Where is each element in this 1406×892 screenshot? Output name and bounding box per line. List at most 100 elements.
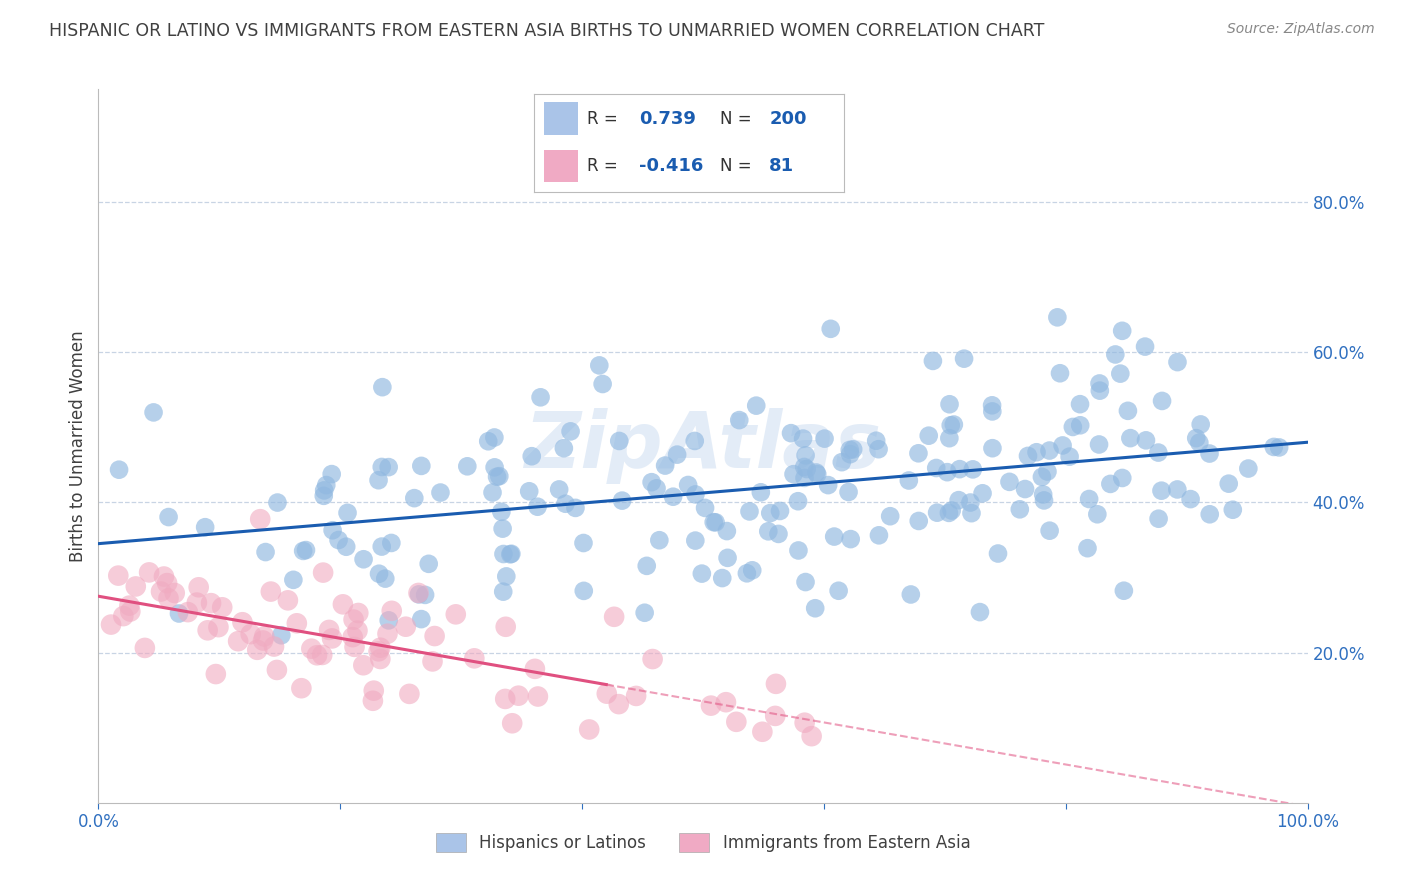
Point: [806, 466, 828, 480]
Text: R =: R =: [586, 110, 617, 128]
Point: [941, 503, 963, 517]
Point: [1188, 435, 1211, 450]
Point: [422, 655, 444, 669]
Point: [1133, 340, 1156, 354]
Point: [1099, 476, 1122, 491]
Point: [1038, 443, 1060, 458]
Point: [607, 697, 630, 711]
Point: [907, 446, 929, 460]
Point: [1069, 418, 1091, 433]
Point: [793, 715, 815, 730]
Point: [371, 460, 394, 475]
Point: [1031, 470, 1053, 484]
Point: [1088, 437, 1111, 451]
Point: [418, 557, 440, 571]
Point: [527, 690, 550, 704]
Point: [1078, 491, 1101, 506]
Point: [793, 460, 815, 475]
Point: [949, 462, 972, 476]
Point: [484, 430, 506, 444]
Point: [395, 620, 418, 634]
Point: [322, 523, 344, 537]
Point: [312, 566, 335, 580]
Point: [703, 515, 725, 529]
Point: [838, 485, 860, 500]
Point: [1062, 420, 1084, 434]
Point: [813, 432, 835, 446]
Text: -0.416: -0.416: [640, 157, 704, 175]
Point: [1263, 440, 1285, 454]
Point: [1109, 367, 1132, 381]
Point: [745, 399, 768, 413]
Point: [197, 624, 219, 638]
Point: [624, 689, 647, 703]
Point: [142, 405, 165, 419]
Point: [444, 607, 467, 622]
Point: [1049, 366, 1071, 380]
Point: [1150, 483, 1173, 498]
Point: [1150, 393, 1173, 408]
Point: [492, 584, 515, 599]
FancyBboxPatch shape: [544, 150, 578, 182]
Point: [787, 494, 810, 508]
Point: [1147, 512, 1170, 526]
Point: [486, 469, 509, 483]
Point: [560, 425, 582, 439]
Point: [1180, 492, 1202, 507]
Point: [194, 520, 217, 534]
Point: [839, 447, 862, 461]
Text: R =: R =: [586, 157, 617, 175]
Point: [332, 598, 354, 612]
Point: [1014, 482, 1036, 496]
Point: [374, 572, 396, 586]
Point: [118, 599, 141, 613]
Point: [239, 627, 262, 641]
Point: [249, 512, 271, 526]
Point: [277, 593, 299, 607]
Text: HISPANIC OR LATINO VS IMMIGRANTS FROM EASTERN ASIA BIRTHS TO UNMARRIED WOMEN COR: HISPANIC OR LATINO VS IMMIGRANTS FROM EA…: [49, 22, 1045, 40]
Point: [1218, 476, 1240, 491]
Point: [823, 530, 845, 544]
Point: [108, 463, 131, 477]
Point: [1198, 508, 1220, 522]
Point: [347, 606, 370, 620]
Point: [380, 536, 402, 550]
Point: [654, 458, 676, 473]
Point: [1039, 524, 1062, 538]
Point: [336, 506, 359, 520]
Point: [972, 486, 994, 500]
Point: [981, 404, 1004, 418]
Point: [370, 652, 392, 666]
Point: [477, 434, 499, 449]
Point: [603, 609, 626, 624]
Point: [918, 428, 941, 442]
Point: [700, 698, 723, 713]
Point: [377, 613, 399, 627]
Point: [429, 485, 451, 500]
Text: ZipAtlas: ZipAtlas: [524, 408, 882, 484]
Point: [495, 569, 517, 583]
Point: [796, 462, 818, 476]
Point: [517, 484, 540, 499]
Point: [936, 465, 959, 479]
Point: [491, 522, 513, 536]
Point: [463, 651, 485, 665]
Point: [959, 495, 981, 509]
Point: [314, 483, 336, 498]
Point: [495, 620, 517, 634]
Point: [782, 467, 804, 482]
Point: [352, 658, 374, 673]
Point: [494, 692, 516, 706]
Point: [793, 471, 815, 485]
Point: [806, 467, 828, 482]
Point: [125, 579, 148, 593]
Point: [411, 612, 433, 626]
Point: [491, 505, 513, 519]
Point: [1017, 449, 1039, 463]
Point: [564, 500, 586, 515]
Point: [735, 566, 758, 581]
Point: [312, 489, 335, 503]
Point: [868, 442, 890, 457]
Point: [1104, 347, 1126, 361]
Point: [938, 506, 960, 520]
